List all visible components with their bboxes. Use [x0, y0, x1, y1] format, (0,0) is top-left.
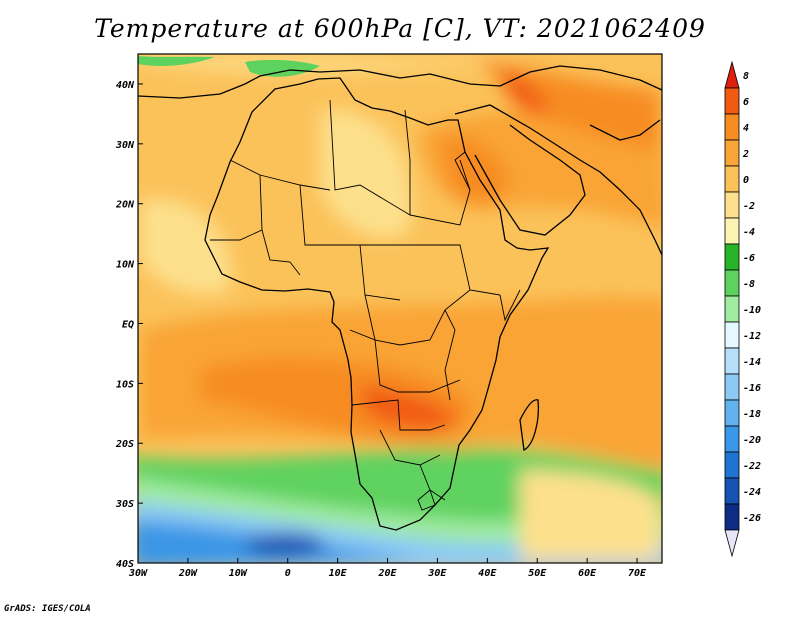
colorbar-arrow-bottom	[724, 529, 740, 558]
plot-frame	[137, 53, 663, 564]
colorbar-label: -24	[743, 487, 761, 498]
lat-label: EQ	[122, 319, 134, 330]
colorbar-swatch	[724, 503, 740, 531]
colorbar-label: -8	[743, 279, 755, 290]
lon-label: 40E	[478, 568, 497, 579]
country-borders	[210, 99, 521, 511]
colorbar-swatch	[724, 373, 740, 401]
colorbar-label: -2	[743, 201, 755, 212]
colorbar-label: 8	[743, 71, 749, 82]
colorbar-label: 0	[743, 175, 749, 186]
lat-label: 10S	[116, 379, 134, 390]
lon-label: 60E	[578, 568, 597, 579]
colorbar-label: -18	[743, 409, 761, 420]
lat-label: 40N	[116, 80, 135, 91]
lon-label: 70E	[628, 568, 647, 579]
lat-label: 30S	[115, 499, 134, 510]
colorbar-label: -12	[743, 331, 761, 342]
colorbar-label: 4	[743, 123, 749, 134]
lat-label: 10N	[116, 260, 135, 271]
colorbar-swatch	[724, 295, 740, 323]
colorbar-swatch	[724, 399, 740, 427]
colorbar-swatch	[724, 165, 740, 193]
lon-label: 50E	[528, 568, 547, 579]
lat-label: 20N	[115, 200, 135, 211]
colorbar-label: -16	[743, 383, 761, 394]
colorbar-swatch	[724, 139, 740, 167]
colorbar-swatch	[724, 269, 740, 297]
lon-label: 30W	[128, 568, 148, 579]
lon-label: 10W	[229, 568, 248, 579]
map-title: Temperature at 600hPa [C], VT: 202106240…	[94, 14, 706, 43]
colorbar-swatch	[724, 87, 740, 115]
colorbar-swatch	[724, 217, 740, 245]
colorbar-label: 6	[743, 97, 749, 108]
colorbar-label: -6	[743, 253, 755, 264]
grads-credit: GrADS: IGES/COLA	[4, 604, 91, 614]
colorbar-swatch	[724, 113, 740, 141]
colorbar-label: 2	[742, 149, 749, 160]
colorbar-label: -26	[743, 513, 761, 524]
colorbar-arrow-top	[724, 60, 740, 89]
lat-label: 30N	[115, 140, 135, 151]
temperature-field	[138, 54, 662, 563]
colorbar-swatch	[724, 243, 740, 271]
lon-label: 30E	[427, 568, 447, 579]
lon-label: 0	[285, 568, 291, 579]
lat-label: 40S	[116, 559, 134, 570]
colorbar-label: -20	[743, 435, 761, 446]
colorbar-swatch	[724, 425, 740, 453]
colorbar-swatch	[724, 191, 740, 219]
lat-label: 20S	[115, 439, 134, 450]
colorbar: 8 6 4 2 0 -2 -4 -6 -8 -10 -12 -14 -16 -18 -20 -22 -24 -26	[724, 60, 761, 558]
coastlines	[138, 65, 662, 531]
colorbar-swatch	[724, 347, 740, 375]
latitude-ticks: 40N 30N 20N 10N EQ 10S 20S 30S 40S	[115, 80, 143, 570]
colorbar-swatch	[724, 451, 740, 479]
colorbar-swatch	[724, 321, 740, 349]
lon-label: 10E	[329, 568, 348, 579]
colorbar-label: -14	[743, 357, 761, 368]
colorbar-label: -22	[743, 461, 761, 472]
colorbar-label: -10	[743, 305, 761, 316]
longitude-ticks: 30W 20W 10W 0 10E 20E 30E 40E 50E 60E 70E	[128, 558, 647, 579]
lon-label: 20E	[377, 568, 397, 579]
colorbar-label: -4	[743, 227, 755, 238]
lon-label: 20W	[178, 568, 198, 579]
colorbar-swatch	[724, 477, 740, 505]
